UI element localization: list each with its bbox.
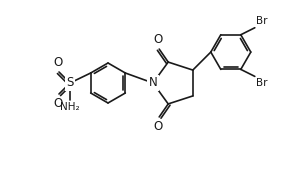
Text: O: O [154,120,163,133]
Text: S: S [66,76,74,89]
Text: N: N [148,76,158,89]
Text: O: O [53,97,63,110]
Text: NH₂: NH₂ [60,102,80,112]
Text: Br: Br [256,16,267,26]
Text: O: O [154,33,163,46]
Text: O: O [53,56,63,69]
Text: Br: Br [256,78,267,88]
